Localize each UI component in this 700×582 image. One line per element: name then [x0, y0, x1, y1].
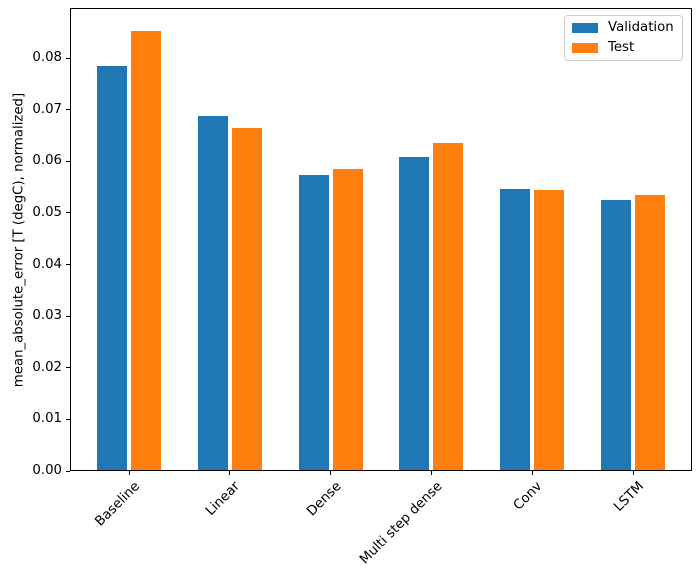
x-tick-label-conv: Conv: [511, 479, 546, 514]
y-tick-label: 0.02: [32, 359, 62, 375]
x-tick-mark: [229, 471, 231, 475]
bar-test-linear: [231, 127, 262, 471]
y-tick-mark: [66, 367, 70, 369]
y-tick-label: 0.08: [32, 50, 62, 66]
legend-label: Test: [608, 40, 635, 55]
x-tick-label-dense: Dense: [303, 479, 345, 520]
bar-validation-multi-step-dense: [399, 157, 430, 471]
y-tick-label: 0.03: [32, 308, 62, 324]
y-tick-mark: [66, 212, 70, 214]
legend: Validation Test: [564, 15, 683, 61]
x-tick-mark: [531, 471, 533, 475]
plot-area: [70, 8, 692, 471]
x-tick-label-lstm: LSTM: [610, 479, 647, 515]
legend-swatch-test: [572, 43, 598, 53]
y-tick-mark: [66, 315, 70, 317]
y-tick-label: 0.07: [32, 101, 62, 117]
y-tick-mark: [66, 264, 70, 266]
y-tick-label: 0.04: [32, 256, 62, 272]
bar-test-multi-step-dense: [433, 143, 464, 471]
x-tick-label-linear: Linear: [203, 479, 244, 519]
x-tick-mark: [632, 471, 634, 475]
y-tick-label: 0.06: [32, 153, 62, 169]
x-tick-label-multi-step-dense: Multi step dense: [356, 479, 446, 568]
bar-test-dense: [332, 169, 363, 471]
y-tick-label: 0.05: [32, 204, 62, 220]
x-tick-label-baseline: Baseline: [92, 479, 143, 530]
legend-item-test: Test: [572, 41, 674, 55]
bar-validation-lstm: [601, 200, 631, 471]
bar-validation-conv: [500, 189, 531, 471]
legend-label: Validation: [608, 20, 674, 35]
bar-test-lstm: [635, 194, 665, 471]
bar-validation-dense: [298, 174, 329, 471]
bar-test-baseline: [131, 31, 161, 471]
y-tick-mark: [66, 57, 70, 59]
legend-item-validation: Validation: [572, 21, 674, 35]
y-tick-mark: [66, 160, 70, 162]
y-axis-label: mean_absolute_error [T (degC), normalize…: [11, 92, 27, 388]
bar-validation-baseline: [97, 65, 127, 471]
x-tick-mark: [330, 471, 332, 475]
x-tick-mark: [430, 471, 432, 475]
y-tick-label: 0.00: [32, 463, 62, 478]
y-tick-label: 0.01: [32, 411, 62, 427]
y-tick-mark: [66, 470, 70, 472]
y-tick-mark: [66, 418, 70, 420]
legend-swatch-validation: [572, 23, 598, 33]
bar-validation-linear: [197, 115, 228, 471]
x-tick-mark: [128, 471, 130, 475]
y-tick-mark: [66, 109, 70, 111]
bar-test-conv: [534, 190, 565, 471]
